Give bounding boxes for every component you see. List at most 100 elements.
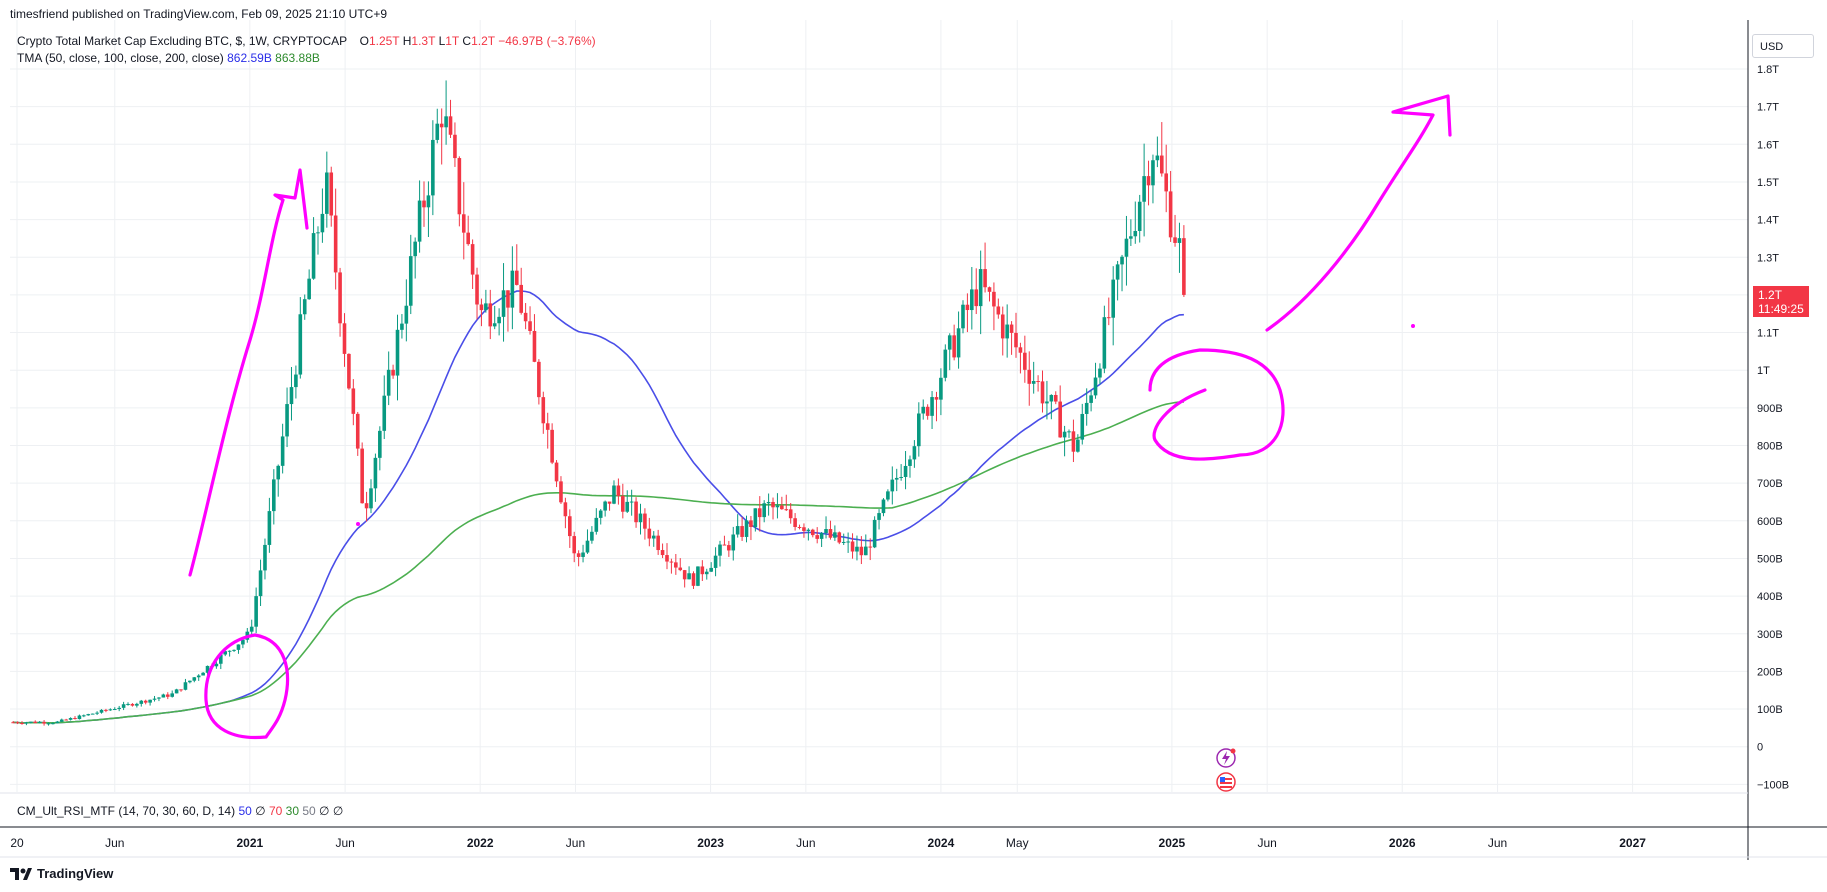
candle-body: [974, 289, 979, 307]
candle-body: [784, 509, 789, 511]
candle-body: [86, 714, 91, 716]
candle-body: [218, 654, 223, 664]
candle-body: [987, 287, 992, 292]
tma-legend[interactable]: TMA (50, close, 100, close, 200, close) …: [17, 51, 320, 65]
candle-body: [501, 290, 506, 317]
circle-2025-drawing[interactable]: [1148, 348, 1285, 461]
candle-body: [492, 323, 497, 327]
candle-body: [523, 312, 528, 322]
candle-body: [431, 139, 435, 196]
candle-body: [1173, 237, 1177, 243]
candle-body: [576, 553, 581, 557]
low-value: 1T: [445, 34, 460, 48]
rsi-value-3: 30: [285, 804, 299, 818]
price-tick-label: 1.4T: [1757, 215, 1779, 227]
candle-body: [73, 718, 77, 720]
candle-body: [351, 388, 356, 414]
candle-body: [77, 715, 82, 720]
candles: [11, 80, 1186, 726]
circle-2021-drawing[interactable]: [204, 633, 290, 740]
candle-body: [355, 413, 360, 449]
candle-body: [749, 520, 753, 527]
candle-body: [161, 694, 166, 698]
tma-50-line: [13, 290, 1184, 724]
drawing-dot[interactable]: [1411, 324, 1415, 328]
current-price: 1.2T: [1758, 288, 1783, 302]
candle-body: [236, 644, 241, 650]
drawing-dot[interactable]: [356, 522, 360, 526]
grid: [10, 20, 1748, 792]
candle-body: [307, 278, 311, 300]
price-tick-label: 200B: [1757, 666, 1783, 678]
candle-body: [126, 703, 130, 705]
candle-body: [846, 541, 850, 543]
candle-body: [484, 303, 488, 311]
candle-body: [947, 335, 952, 350]
candle-body: [687, 573, 691, 580]
candle-body: [1137, 201, 1142, 231]
candle-body: [386, 369, 391, 396]
bar-countdown: 11:49:25: [1758, 302, 1804, 316]
candle-body: [669, 561, 674, 563]
low-label: L: [438, 34, 446, 48]
candle-body: [886, 491, 890, 500]
candle-body: [660, 550, 665, 556]
candle-body: [581, 552, 585, 557]
candle-body: [1049, 394, 1054, 402]
price-tick-label: 700B: [1757, 478, 1783, 490]
arrow-up-right-drawing[interactable]: [1265, 94, 1452, 332]
candle-body: [793, 518, 797, 527]
drawings[interactable]: [188, 94, 1452, 740]
candle-body: [395, 329, 400, 376]
candle-body: [329, 172, 334, 216]
candle-body: [95, 712, 99, 714]
candle-body: [727, 545, 731, 551]
candle-body: [342, 323, 347, 354]
candle-body: [254, 596, 258, 627]
candle-body: [634, 501, 638, 523]
candle-body: [1040, 381, 1045, 404]
candle-body: [1058, 401, 1062, 438]
candle-body: [598, 510, 603, 518]
time-tick-label: Jun: [105, 836, 124, 850]
candle-body: [775, 505, 780, 508]
symbol-legend[interactable]: Crypto Total Market Cap Excluding BTC, $…: [17, 34, 596, 48]
tradingview-logo[interactable]: TradingView: [10, 866, 113, 881]
candle-body: [1084, 402, 1089, 414]
candle-body: [766, 501, 771, 504]
candle-body: [550, 429, 554, 463]
candle-body: [881, 499, 886, 514]
candle-body: [674, 562, 678, 568]
candle-body: [1076, 439, 1080, 452]
price-tick-label: 0: [1757, 742, 1763, 754]
close-label: C: [462, 34, 472, 48]
tma-200-line: [13, 401, 1184, 724]
candle-body: [956, 328, 961, 358]
rsi-legend[interactable]: CM_Ult_RSI_MTF (14, 70, 30, 60, D, 14) 5…: [17, 804, 343, 818]
us-flag-event-icon[interactable]: [1215, 771, 1237, 793]
candle-body: [475, 274, 479, 305]
candle-body: [1089, 395, 1093, 403]
publish-info: timesfriend published on TradingView.com…: [10, 7, 388, 21]
open-label: O: [359, 34, 369, 48]
candle-body: [629, 501, 634, 503]
candle-body: [1018, 347, 1023, 353]
candle-body: [11, 722, 15, 724]
candle-body: [594, 517, 599, 532]
tma-label: TMA (50, close, 100, close, 200, close): [17, 51, 224, 65]
candle-body: [1133, 230, 1138, 237]
candle-body: [514, 270, 519, 285]
candle-body: [1159, 155, 1164, 174]
candle-body: [196, 675, 201, 678]
current-price-tag: 1.2T 11:49:25: [1753, 286, 1809, 317]
candle-body: [227, 650, 232, 652]
candle-body: [104, 709, 108, 711]
lightning-event-icon[interactable]: [1215, 747, 1237, 769]
currency-selector[interactable]: USD: [1752, 34, 1814, 58]
arrow-up-left-drawing[interactable]: [188, 168, 309, 577]
candle-body: [762, 503, 766, 518]
candle-body: [691, 573, 696, 586]
candle-body: [1098, 368, 1102, 378]
candle-body: [112, 709, 117, 711]
